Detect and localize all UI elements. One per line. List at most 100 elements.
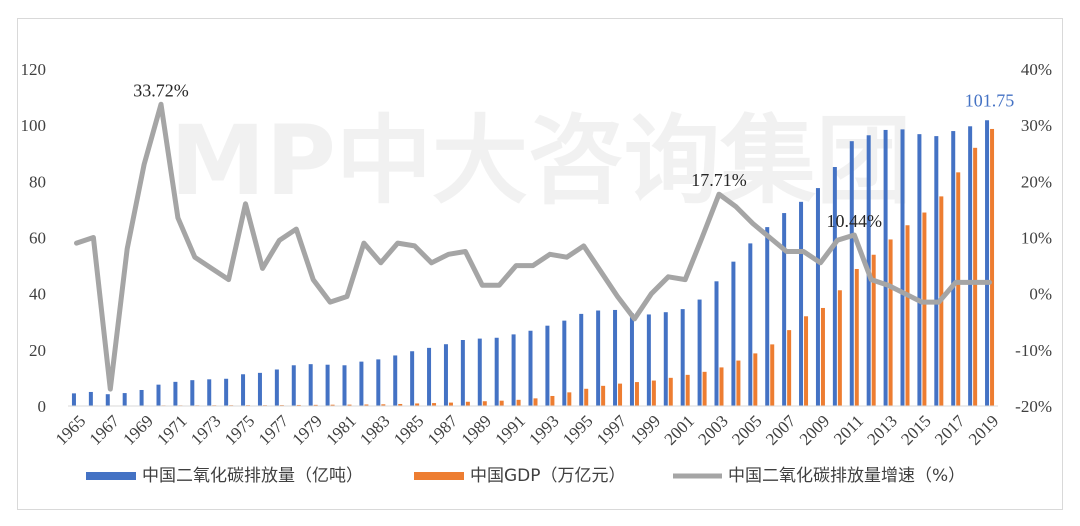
gdp-bar xyxy=(719,367,724,406)
gdp-bar xyxy=(736,360,741,406)
legend-swatch-gdp xyxy=(414,472,464,480)
right-tick-label: 40% xyxy=(1021,60,1052,79)
co2-bar xyxy=(122,393,127,406)
co2-bar xyxy=(71,393,76,406)
bars-layer xyxy=(71,120,995,407)
x-tick-label: 1977 xyxy=(255,411,293,449)
x-tick-label: 2015 xyxy=(897,411,934,448)
co2-bar xyxy=(782,213,787,406)
growth-line xyxy=(74,101,992,392)
x-tick-label: 1997 xyxy=(593,411,631,449)
co2-bar xyxy=(274,369,279,406)
x-tick-label: 2013 xyxy=(863,411,900,448)
co2-bar xyxy=(968,126,973,406)
gdp-bar xyxy=(533,398,538,406)
right-axis: -20% -10% 0% 10% 20% 30% 40% xyxy=(1015,60,1052,416)
co2-bar xyxy=(139,389,144,406)
left-tick-label: 60 xyxy=(29,229,46,248)
co2-bar xyxy=(849,141,854,406)
gdp-bar xyxy=(330,404,335,406)
x-tick-label: 1971 xyxy=(153,411,190,448)
right-tick-label: 0% xyxy=(1029,285,1052,304)
gdp-bar xyxy=(584,388,589,406)
co2-bar xyxy=(427,347,432,406)
co2-bar xyxy=(359,361,364,406)
x-tick-label: 2001 xyxy=(661,411,698,448)
co2-bar xyxy=(579,313,584,406)
gdp-bar xyxy=(804,316,809,406)
left-axis: 0 20 40 60 80 100 120 xyxy=(21,60,47,416)
gdp-bar xyxy=(313,404,318,406)
co2-bar xyxy=(224,378,229,406)
co2-bar xyxy=(748,243,753,406)
left-tick-label: 20 xyxy=(29,341,46,360)
legend-label-growth: 中国二氧化碳排放量增速（%） xyxy=(728,466,965,486)
co2-bar xyxy=(257,372,262,406)
co2-bar xyxy=(410,351,415,406)
x-tick-label: 1995 xyxy=(559,411,596,448)
gdp-bar xyxy=(364,404,369,406)
x-tick-label: 2003 xyxy=(694,411,731,448)
x-tick-label: 1973 xyxy=(187,411,224,448)
gdp-bar xyxy=(990,128,995,406)
x-tick-label: 1967 xyxy=(86,411,124,449)
gdp-bar xyxy=(871,254,876,406)
annotations: 33.72% 17.71% 10.44% 101.75 xyxy=(133,80,1014,231)
co2-bar xyxy=(190,380,195,406)
co2-bar xyxy=(494,337,499,406)
chart-frame: MP中大咨询集团 0 20 40 60 80 100 120 -20% -10% 0% 10% 20… xyxy=(17,18,1063,510)
x-tick-label: 1983 xyxy=(356,411,393,448)
co2-bar xyxy=(460,340,465,406)
gdp-bar xyxy=(702,371,707,406)
data-label: 10.44% xyxy=(827,211,883,231)
co2-bar xyxy=(477,338,482,406)
left-tick-label: 100 xyxy=(21,116,47,135)
right-tick-label: 30% xyxy=(1021,116,1052,135)
gdp-bar xyxy=(465,401,470,406)
co2-bar xyxy=(815,188,820,406)
x-tick-label: 1989 xyxy=(458,411,495,448)
gdp-bar xyxy=(854,268,859,406)
co2-bar xyxy=(663,312,668,406)
co2-bar xyxy=(342,365,347,406)
co2-bar xyxy=(376,359,381,406)
data-label: 33.72% xyxy=(133,80,189,100)
left-tick-label: 40 xyxy=(29,285,46,304)
co2-bar xyxy=(646,314,651,406)
gdp-bar xyxy=(432,403,437,406)
co2-bar xyxy=(325,364,330,406)
gdp-bar xyxy=(347,404,352,406)
data-label: 101.75 xyxy=(965,90,1015,110)
gdp-bar xyxy=(448,402,453,406)
data-label: 17.71% xyxy=(691,170,747,190)
gdp-bar xyxy=(956,172,961,406)
gdp-bar xyxy=(787,330,792,406)
x-tick-label: 1991 xyxy=(491,411,528,448)
co2-bar xyxy=(832,167,837,406)
x-tick-label: 2005 xyxy=(728,411,765,448)
gdp-bar xyxy=(770,344,775,406)
gdp-bar xyxy=(837,290,842,406)
co2-bar xyxy=(511,334,516,406)
gdp-bar xyxy=(651,380,656,406)
x-tick-label: 1993 xyxy=(525,411,562,448)
co2-bar xyxy=(156,384,161,406)
legend-swatch-co2 xyxy=(86,472,136,480)
co2-bar xyxy=(799,201,804,406)
co2-bar xyxy=(291,365,296,406)
x-tick-label: 1999 xyxy=(627,411,664,448)
watermark: MP中大咨询集团 xyxy=(170,105,912,217)
gdp-bar xyxy=(516,399,521,406)
x-tick-label: 1979 xyxy=(289,411,326,448)
co2-bar xyxy=(613,309,618,406)
co2-bar xyxy=(934,136,939,406)
gdp-bar xyxy=(922,212,927,406)
gdp-bar xyxy=(398,403,403,406)
co2-bar xyxy=(105,394,110,406)
co2-bar xyxy=(629,313,634,406)
x-tick-label: 2019 xyxy=(965,411,1002,448)
x-tick-label: 1975 xyxy=(221,411,258,448)
co2-bar xyxy=(765,227,770,406)
x-tick-label: 1985 xyxy=(390,411,427,448)
gdp-bar xyxy=(415,403,420,406)
